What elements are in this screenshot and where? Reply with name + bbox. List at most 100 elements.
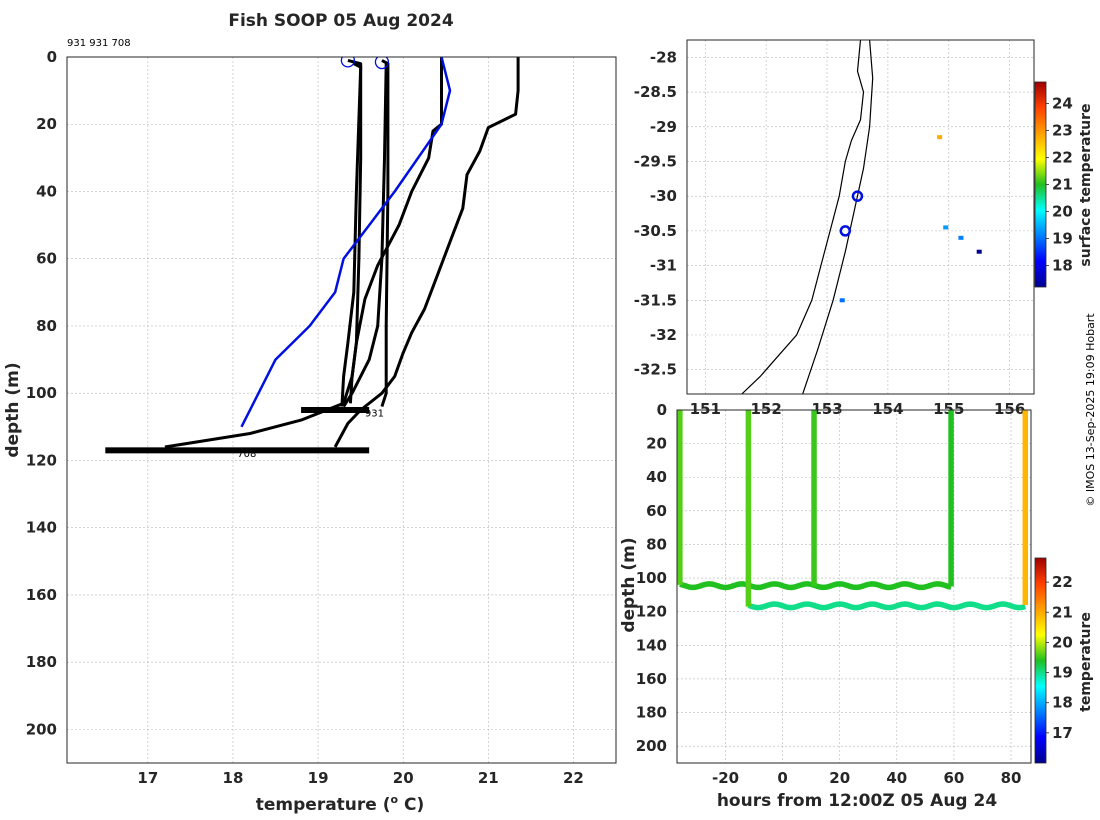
colorbar-tick-label: 23 — [1052, 122, 1073, 140]
map-lon-tick-label: 156 — [994, 400, 1025, 418]
section-x-tick-label: 20 — [829, 769, 850, 787]
colorbar-tick-label: 19 — [1052, 229, 1073, 247]
cruise-ids-label: 931 931 708 — [67, 38, 131, 49]
map-lat-tick-label: -31.5 — [634, 291, 677, 309]
climatology-line — [240, 57, 452, 428]
main-y-tick-label: 160 — [26, 586, 57, 604]
sst-point — [839, 298, 845, 303]
colorbar-tick-label: 18 — [1052, 256, 1073, 274]
colorbar-tick-label: 24 — [1052, 95, 1073, 113]
main-x-tick-label: 17 — [137, 769, 158, 787]
section-plot-area — [677, 410, 1029, 611]
section-x-tick-label: 0 — [777, 769, 787, 787]
colorbar-tick-label: 21 — [1052, 603, 1073, 621]
map-tick-labels: 151 152 153 154 155 156 -28 -28.5 -29 -29.5 -30 -30… — [634, 48, 1026, 418]
main-x-tick-label: 20 — [393, 769, 414, 787]
track-position-marker — [839, 225, 852, 237]
map-lat-tick-label: -28 — [650, 48, 677, 66]
map-plot-area — [741, 40, 982, 394]
section-y-axis-label: depth (m) — [619, 537, 639, 632]
track-position-marker — [851, 190, 864, 202]
sst-point — [958, 235, 964, 240]
section-x-axis-label: hours from 12:00Z 05 Aug 24 — [717, 791, 998, 811]
map-axes-frame — [686, 39, 1035, 395]
surface-colorbar-ticks: 18 19 20 21 22 23 24 — [1046, 95, 1073, 274]
colorbar-tick-label: 18 — [1052, 694, 1073, 712]
map-lat-tick-label: -29.5 — [634, 152, 677, 170]
bottom-smear — [301, 407, 370, 413]
section-y-tick-label: 100 — [636, 569, 667, 587]
section-x-tick-label: 80 — [1001, 769, 1022, 787]
map-lat-tick-label: -30 — [650, 187, 677, 205]
main-y-tick-label: 120 — [26, 451, 57, 469]
sst-point — [943, 225, 949, 230]
colorbar-tick-label: 22 — [1052, 149, 1073, 167]
section-y-tick-label: 140 — [636, 636, 667, 654]
map-lat-tick-label: -28.5 — [634, 83, 677, 101]
section-x-tick-label: -20 — [712, 769, 739, 787]
main-y-tick-label: 180 — [26, 653, 57, 671]
map-lon-tick-label: 151 — [690, 400, 721, 418]
section-y-tick-label: 60 — [646, 502, 667, 520]
imos-credit: © IMOS 13-Sep-2025 19:09 Hobart — [1084, 313, 1097, 507]
main-x-tick-label: 18 — [223, 769, 244, 787]
map-lon-tick-label: 155 — [933, 400, 964, 418]
map-lat-tick-label: -30.5 — [634, 222, 677, 240]
section-y-tick-label: 160 — [636, 670, 667, 688]
main-x-tick-label: 19 — [308, 769, 329, 787]
section-colorbar — [1034, 557, 1047, 764]
cruise-annotation: 931 — [365, 409, 384, 420]
surface-colorbar — [1034, 81, 1047, 288]
tow-track — [747, 601, 1027, 611]
map-lon-tick-label: 152 — [750, 400, 781, 418]
section-colorbar-ticks: 17 18 19 20 21 22 — [1046, 573, 1073, 742]
main-y-tick-label: 80 — [36, 317, 57, 335]
section-y-tick-label: 0 — [657, 401, 667, 419]
sst-point — [937, 135, 943, 140]
section-y-tick-label: 180 — [636, 704, 667, 722]
profile-5-line — [333, 57, 520, 448]
map-lon-tick-label: 154 — [872, 400, 903, 418]
section-y-tick-label: 40 — [646, 468, 667, 486]
main-plot-area: 931 708 — [105, 57, 520, 460]
main-y-tick-label: 40 — [36, 182, 57, 200]
main-y-tick-label: 60 — [36, 250, 57, 268]
section-axes-frame — [676, 409, 1032, 764]
section-tick-labels: -20 0 20 40 60 80 0 20 40 60 80 100 120 140 160 180 200 — [636, 401, 1022, 787]
section-y-tick-label: 120 — [636, 603, 667, 621]
main-tick-labels: 17 18 19 20 21 22 0 20 40 60 80 100 120 140 160 180 200 — [26, 48, 584, 787]
sst-point — [976, 249, 982, 254]
colorbar-tick-label: 21 — [1052, 176, 1073, 194]
section-x-tick-label: 60 — [943, 769, 964, 787]
colorbar-tick-label: 19 — [1052, 664, 1073, 682]
surface-colorbar-label: surface temperature — [1078, 103, 1094, 266]
profile-3-line — [340, 62, 363, 407]
section-y-tick-label: 200 — [636, 737, 667, 755]
main-y-tick-label: 100 — [26, 384, 57, 402]
map-lat-tick-label: -29 — [650, 118, 677, 136]
main-y-tick-label: 140 — [26, 519, 57, 537]
figure-title: Fish SOOP 05 Aug 2024 — [228, 11, 454, 31]
map-gridlines — [687, 40, 1034, 394]
colorbar-tick-label: 17 — [1052, 724, 1073, 742]
main-x-tick-label: 22 — [563, 769, 584, 787]
colorbar-tick-label: 22 — [1052, 573, 1073, 591]
colorbar-tick-label: 20 — [1052, 202, 1073, 220]
cruise-annotation: 708 — [237, 449, 256, 460]
section-x-tick-label: 40 — [886, 769, 907, 787]
section-y-tick-label: 20 — [646, 435, 667, 453]
section-colorbar-label: temperature — [1078, 612, 1094, 712]
profile-start-marker — [340, 57, 356, 68]
main-x-tick-label: 21 — [478, 769, 499, 787]
profile-2-line — [380, 59, 390, 408]
section-y-tick-label: 80 — [646, 535, 667, 553]
main-x-axis-label: temperature (o C) — [256, 793, 425, 815]
map-lat-tick-label: -32.5 — [634, 361, 677, 379]
coastline — [741, 40, 865, 394]
profile-start-marker — [374, 57, 390, 70]
colorbar-tick-label: 20 — [1052, 633, 1073, 651]
shelf-edge-contour — [802, 40, 874, 394]
main-y-tick-label: 20 — [36, 115, 57, 133]
profile-4-line — [342, 63, 388, 408]
